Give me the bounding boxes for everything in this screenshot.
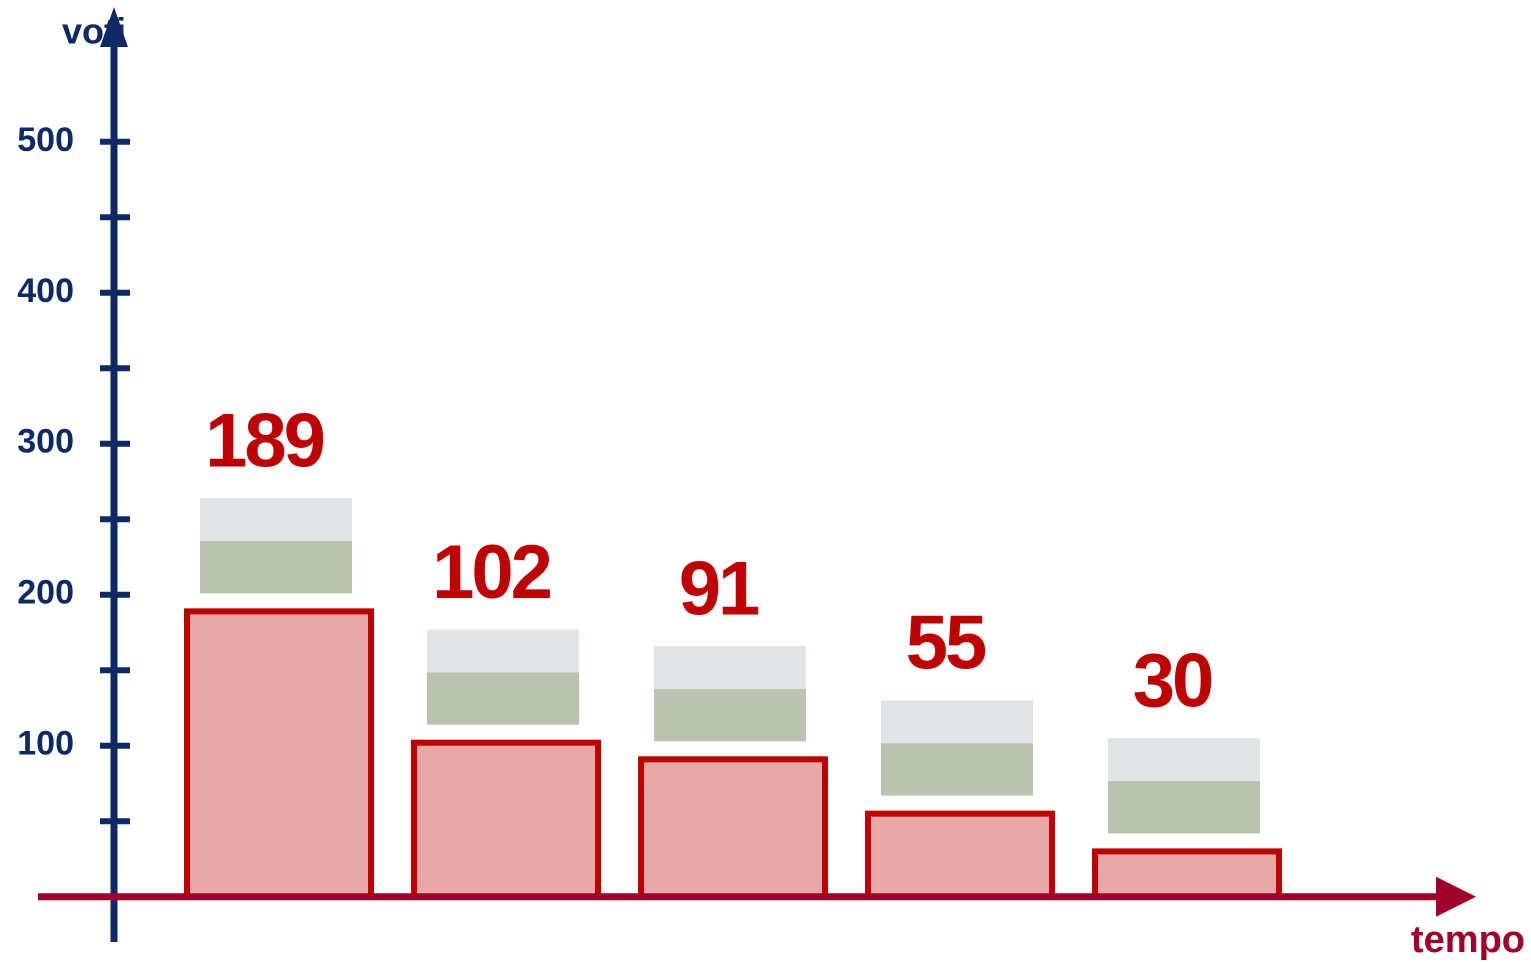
y-tick-label: 100 — [17, 725, 74, 763]
x-axis-arrow — [1436, 876, 1476, 917]
bar — [638, 756, 828, 900]
y-axis-arrow — [100, 7, 128, 47]
bar — [865, 810, 1055, 900]
y-tick-label: 400 — [17, 272, 74, 310]
photo-sky — [427, 629, 579, 673]
value-label: 30 — [1133, 638, 1212, 723]
photo-sky — [881, 700, 1033, 744]
value-label: 55 — [906, 601, 986, 686]
y-tick-label: 300 — [17, 423, 74, 461]
y-tick-label: 200 — [17, 574, 74, 612]
bar — [184, 608, 374, 900]
photo-sky — [1108, 738, 1260, 782]
bar — [411, 739, 601, 900]
y-tick-label: 500 — [17, 121, 74, 159]
value-label: 102 — [432, 530, 551, 615]
bar — [1092, 848, 1282, 900]
x-axis-label: tempo — [1411, 919, 1525, 961]
photo-sky — [654, 646, 806, 690]
photo-sky — [200, 498, 352, 542]
value-label: 91 — [679, 546, 759, 631]
value-label: 189 — [205, 398, 324, 483]
